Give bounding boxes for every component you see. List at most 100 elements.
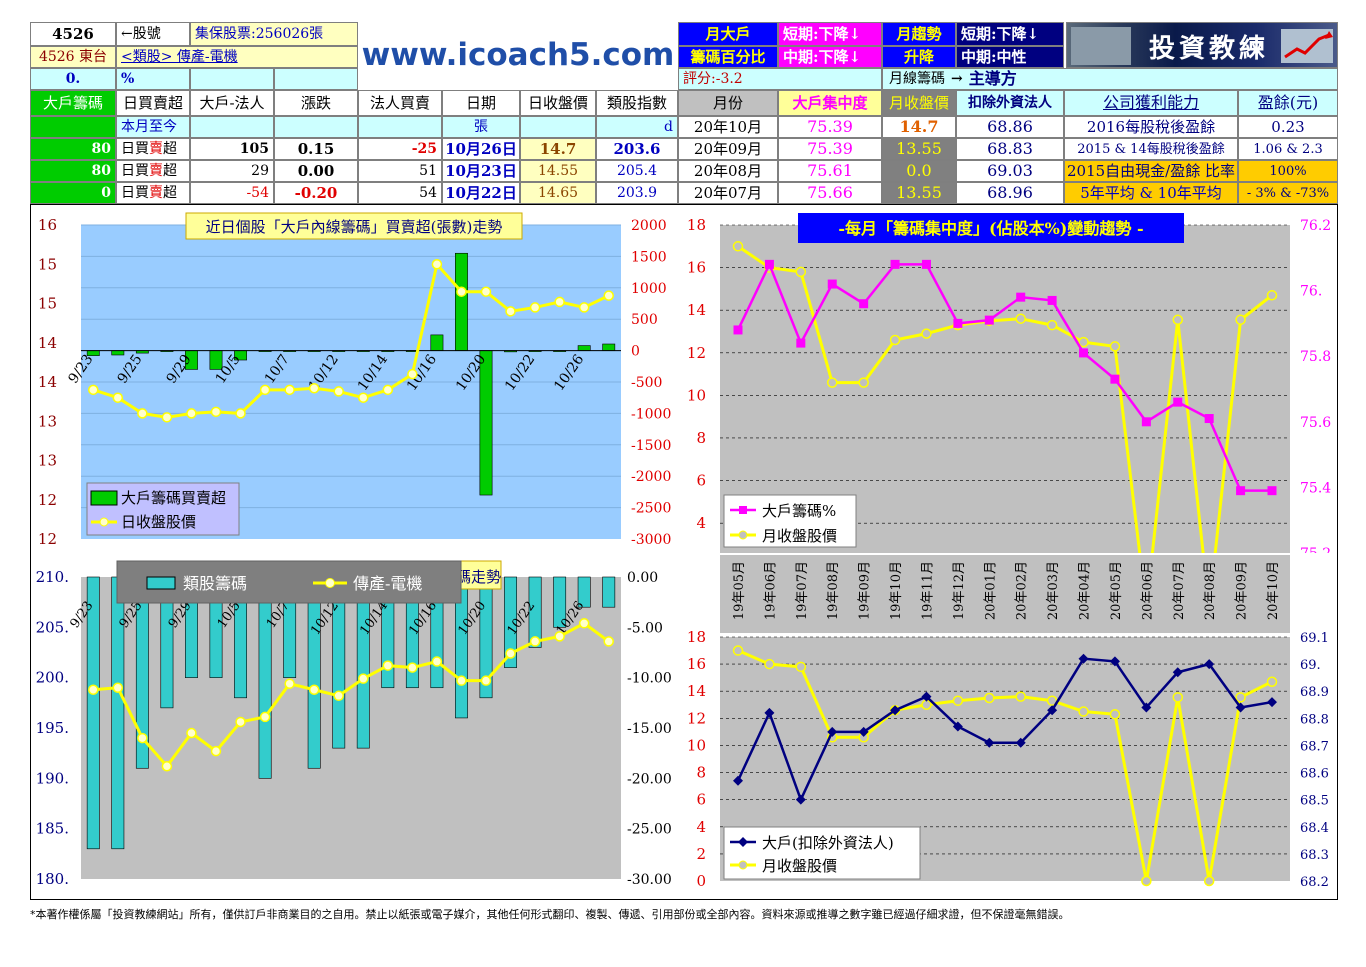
point-close-price [137, 408, 148, 419]
legend-label: 大戶籌碼% [762, 502, 836, 520]
sector-link[interactable]: <類股> 傳產-電機 [116, 46, 358, 68]
percent-sign: % [116, 68, 190, 90]
legend-swatch-point [325, 578, 335, 588]
point-ex-foreign [984, 737, 995, 748]
rising-arrow-icon [1281, 29, 1333, 63]
point-concentration [733, 325, 743, 335]
point-sector-index [505, 648, 516, 659]
row-ex-foreign: 68.83 [956, 138, 1064, 160]
point-close-price [529, 302, 541, 313]
point-month-close [1109, 709, 1121, 720]
right-tick-label: 69. [1300, 658, 1321, 673]
left-tick-label: 0 [696, 872, 706, 890]
right-tick-label: 76. [1300, 284, 1322, 300]
point-sector-index [529, 636, 541, 647]
row-month: 20年07月 [678, 182, 778, 204]
line-sector-index [93, 621, 610, 769]
point-close-price [308, 383, 320, 394]
legend-label: 月收盤股價 [762, 857, 837, 875]
right-tick-label: -30.00 [627, 872, 672, 888]
point-sector-index [308, 684, 320, 695]
point-ex-foreign [1172, 667, 1183, 678]
row-big-chip: 0 [30, 182, 116, 204]
point-ex-foreign [1235, 702, 1246, 713]
point-concentration [1079, 348, 1089, 358]
month-trend-label: 月趨勢 [882, 22, 956, 46]
row-close: 14.55 [520, 160, 596, 182]
point-concentration [859, 299, 869, 309]
title-box [185, 212, 523, 240]
point-close-price [161, 412, 173, 423]
bar-big-chip [577, 345, 591, 351]
point-ex-foreign [1078, 653, 1089, 664]
unit-label: 張 [442, 116, 520, 138]
x-tick-label: 20年03月 [1046, 561, 1061, 620]
row-profit-value: 0.23 [1238, 116, 1338, 138]
point-close-price [333, 386, 344, 397]
left-tick-label: 4 [696, 818, 706, 836]
left-tick-label: 12 [687, 709, 706, 727]
point-month-close [1109, 341, 1121, 352]
left-tick-label: 13 [38, 412, 57, 430]
chart-sector-chip: 210. 205. 200. 195. 190. 185. 180. 0.00 -5.00 -10… [36, 560, 672, 888]
point-sector-index [235, 716, 246, 728]
left-tick-label: 10 [687, 386, 706, 404]
right-tick-label: 68.6 [1300, 767, 1329, 782]
point-concentration [1047, 295, 1057, 305]
bar-sector-chip [86, 576, 100, 850]
point-ex-foreign [1141, 702, 1152, 713]
x-tick-label: 19年06月 [763, 561, 778, 620]
x-tick-label: 20年10月 [1266, 561, 1281, 620]
row-profit-value: 100% [1238, 160, 1338, 182]
subrow-blank [520, 116, 596, 138]
point-ex-foreign [952, 721, 963, 732]
point-month-close [795, 661, 807, 673]
bar-big-chip [86, 350, 100, 356]
point-close-price [112, 392, 124, 403]
point-sector-index [554, 631, 565, 642]
right-tick-label: 68.8 [1300, 712, 1329, 727]
left-tick-label: 12 [38, 491, 57, 509]
row-inst: 54 [358, 182, 442, 204]
subrow-blank [358, 116, 442, 138]
col-month-close: 月收盤價 [882, 90, 956, 116]
point-close-price [259, 384, 271, 396]
point-ex-foreign [1109, 656, 1120, 667]
site-url[interactable]: www.icoach5.com [361, 37, 675, 73]
point-month-close [1015, 313, 1026, 324]
point-month-close [1266, 290, 1278, 301]
row-net-label-post: 超 [163, 163, 177, 179]
bar-big-chip [430, 334, 444, 351]
point-month-close [921, 328, 932, 339]
point-sector-index [88, 684, 99, 695]
bar-big-chip [455, 252, 468, 351]
row-net-label-sell: 賣 [149, 141, 163, 157]
point-month-close [826, 377, 838, 388]
x-tick-label: 20年08月 [1203, 561, 1218, 620]
row-sector-index: 203.9 [596, 182, 678, 204]
row-month-close: 0.0 [882, 160, 956, 182]
col-eps: 盈餘(元) [1238, 90, 1338, 116]
row-big-minus-inst: -54 [190, 182, 274, 204]
row-net-label-post: 超 [163, 185, 177, 201]
right-tick-label: 76.2 [1300, 218, 1331, 234]
right-tick-label: 2000 [631, 218, 667, 234]
charts-frame [30, 204, 1338, 900]
x-tick-label: 20年06月 [1140, 561, 1155, 620]
month-trend-updown: 升降 [882, 46, 956, 68]
logo-photo-icon [1071, 27, 1131, 65]
point-month-close [732, 241, 744, 252]
bar-sector-chip [577, 576, 591, 608]
row-profit-value: - 3% & -73% [1238, 182, 1338, 204]
col-profitability[interactable]: 公司獲利能力 [1064, 90, 1238, 116]
point-month-close [1078, 706, 1089, 717]
point-concentration [1110, 374, 1120, 384]
left-tick-label: 18 [687, 628, 706, 646]
left-tick-label: 195. [36, 719, 69, 737]
right-tick-label: 68.9 [1300, 685, 1329, 700]
point-concentration [764, 259, 774, 269]
row-net-label-pre: 日買 [121, 163, 149, 179]
point-close-price [407, 368, 418, 380]
point-sector-index [210, 745, 222, 757]
point-ex-foreign [733, 775, 743, 786]
